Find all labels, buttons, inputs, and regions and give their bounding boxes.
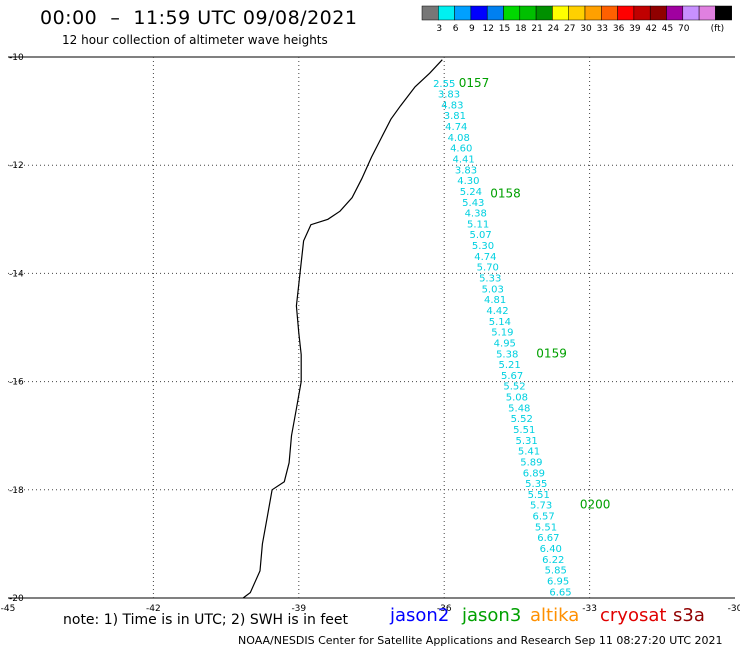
swh-value: 3.83 [438, 90, 460, 101]
swh-value: 5.24 [460, 187, 482, 198]
swh-value: 5.19 [491, 328, 513, 339]
map-title: 00:00 – 11:59 UTC 09/08/2021 [40, 7, 358, 29]
legend-label: 70 [678, 24, 690, 34]
lon-tick-label: -42 [146, 604, 161, 614]
legend-label: 18 [515, 24, 527, 34]
legend-swatch [715, 5, 732, 21]
swh-value: 5.33 [479, 274, 501, 285]
swh-value: 4.60 [450, 144, 472, 155]
legend-label: 36 [613, 24, 625, 34]
swh-value: 5.30 [472, 241, 494, 252]
swh-value: 5.35 [525, 479, 547, 490]
swh-value: 6.22 [542, 555, 564, 566]
swh-value: 4.81 [484, 295, 506, 306]
swh-value: 5.51 [528, 490, 550, 501]
swh-value: 5.52 [511, 414, 533, 425]
swh-value: 6.67 [537, 533, 559, 544]
swh-value: 5.21 [498, 360, 520, 371]
pass-time-label: 0158 [490, 187, 521, 201]
lat-tick-label: -18 [9, 486, 24, 496]
sat-jason3-label: jason3 [462, 605, 522, 626]
swh-value: 4.83 [441, 100, 463, 111]
swh-value: 2.55 [433, 79, 455, 90]
legend-label: 39 [629, 24, 641, 34]
legend-label: 3 [436, 24, 442, 34]
swh-value: 4.08 [448, 133, 470, 144]
swh-value: 5.52 [503, 382, 525, 393]
swh-value: 5.67 [501, 371, 523, 382]
swh-value: 5.41 [518, 447, 540, 458]
swh-value: 4.95 [494, 338, 516, 349]
swh-value: 5.70 [477, 263, 499, 274]
lon-tick-label: -36 [437, 604, 452, 614]
lat-tick-label: -20 [9, 594, 24, 604]
swh-value: 5.51 [535, 522, 557, 533]
swh-value: 5.08 [506, 393, 528, 404]
swh-value: 5.85 [545, 566, 567, 577]
coastline [242, 59, 443, 599]
legend-label: 30 [580, 24, 592, 34]
lat-tick-label: -10 [9, 53, 24, 63]
swh-value: 6.65 [549, 587, 571, 598]
swh-value: 4.42 [486, 306, 508, 317]
swh-value: 5.48 [508, 403, 530, 414]
swh-value: 5.38 [496, 349, 518, 360]
swh-value: 6.40 [540, 544, 562, 555]
lon-tick-label: -33 [582, 604, 597, 614]
swh-value: 5.07 [469, 230, 491, 241]
swh-value: 5.89 [520, 458, 542, 469]
legend-label: 9 [469, 24, 475, 34]
sat-jason2-label: jason2 [390, 605, 450, 626]
swh-value: 5.43 [462, 198, 484, 209]
legend-label: 33 [597, 24, 608, 34]
legend-label: (ft) [711, 24, 725, 34]
legend-label: 6 [453, 24, 459, 34]
swh-value: 5.51 [513, 425, 535, 436]
swh-value: 5.11 [467, 219, 489, 230]
swh-value: 5.14 [489, 317, 511, 328]
note-text: note: 1) Time is in UTC; 2) SWH is in fe… [63, 612, 349, 628]
legend-label: 24 [548, 24, 560, 34]
map-subtitle: 12 hour collection of altimeter wave hei… [62, 33, 328, 47]
lon-tick-label: -39 [291, 604, 306, 614]
swh-value: 6.89 [523, 468, 545, 479]
legend-label: 27 [564, 24, 575, 34]
swh-value: 4.30 [457, 176, 479, 187]
lon-tick-label: -30 [728, 604, 740, 614]
pass-time-label: 0157 [459, 76, 490, 90]
swh-value: 3.81 [444, 111, 466, 122]
swh-value: 4.74 [445, 122, 467, 133]
sat-s3a-label: s3a [673, 605, 705, 626]
legend-label: 12 [482, 24, 493, 34]
sat-cryosat-label: cryosat [600, 605, 667, 626]
swh-value: 3.83 [455, 165, 477, 176]
lon-tick-label: -45 [1, 604, 16, 614]
swh-value: 6.57 [532, 512, 554, 523]
legend-label: 15 [499, 24, 510, 34]
legend-label: 42 [645, 24, 656, 34]
color-scale-legend: 3 6 9 12 15 18 21 24 27 30 33 36 39 42 45 70 (ft) [421, 5, 732, 34]
lat-tick-label: -12 [9, 161, 24, 171]
swh-value: 6.95 [547, 577, 569, 588]
swh-value: 5.73 [530, 501, 552, 512]
lat-tick-label: -14 [9, 269, 24, 279]
sat-altika-label: altika [530, 605, 580, 626]
legend-label: 45 [662, 24, 673, 34]
pass-time-label: 0200 [580, 498, 611, 512]
swh-value: 4.38 [465, 209, 487, 220]
footer-credit: NOAA/NESDIS Center for Satellite Applica… [238, 634, 723, 647]
swh-value: 5.31 [515, 436, 537, 447]
swh-value: 4.41 [452, 155, 474, 166]
swh-value: 5.03 [482, 284, 504, 295]
legend-label: 21 [531, 24, 542, 34]
swh-value: 4.74 [474, 252, 496, 263]
pass-time-label: 0159 [536, 346, 567, 360]
lat-tick-label: -16 [9, 378, 24, 388]
